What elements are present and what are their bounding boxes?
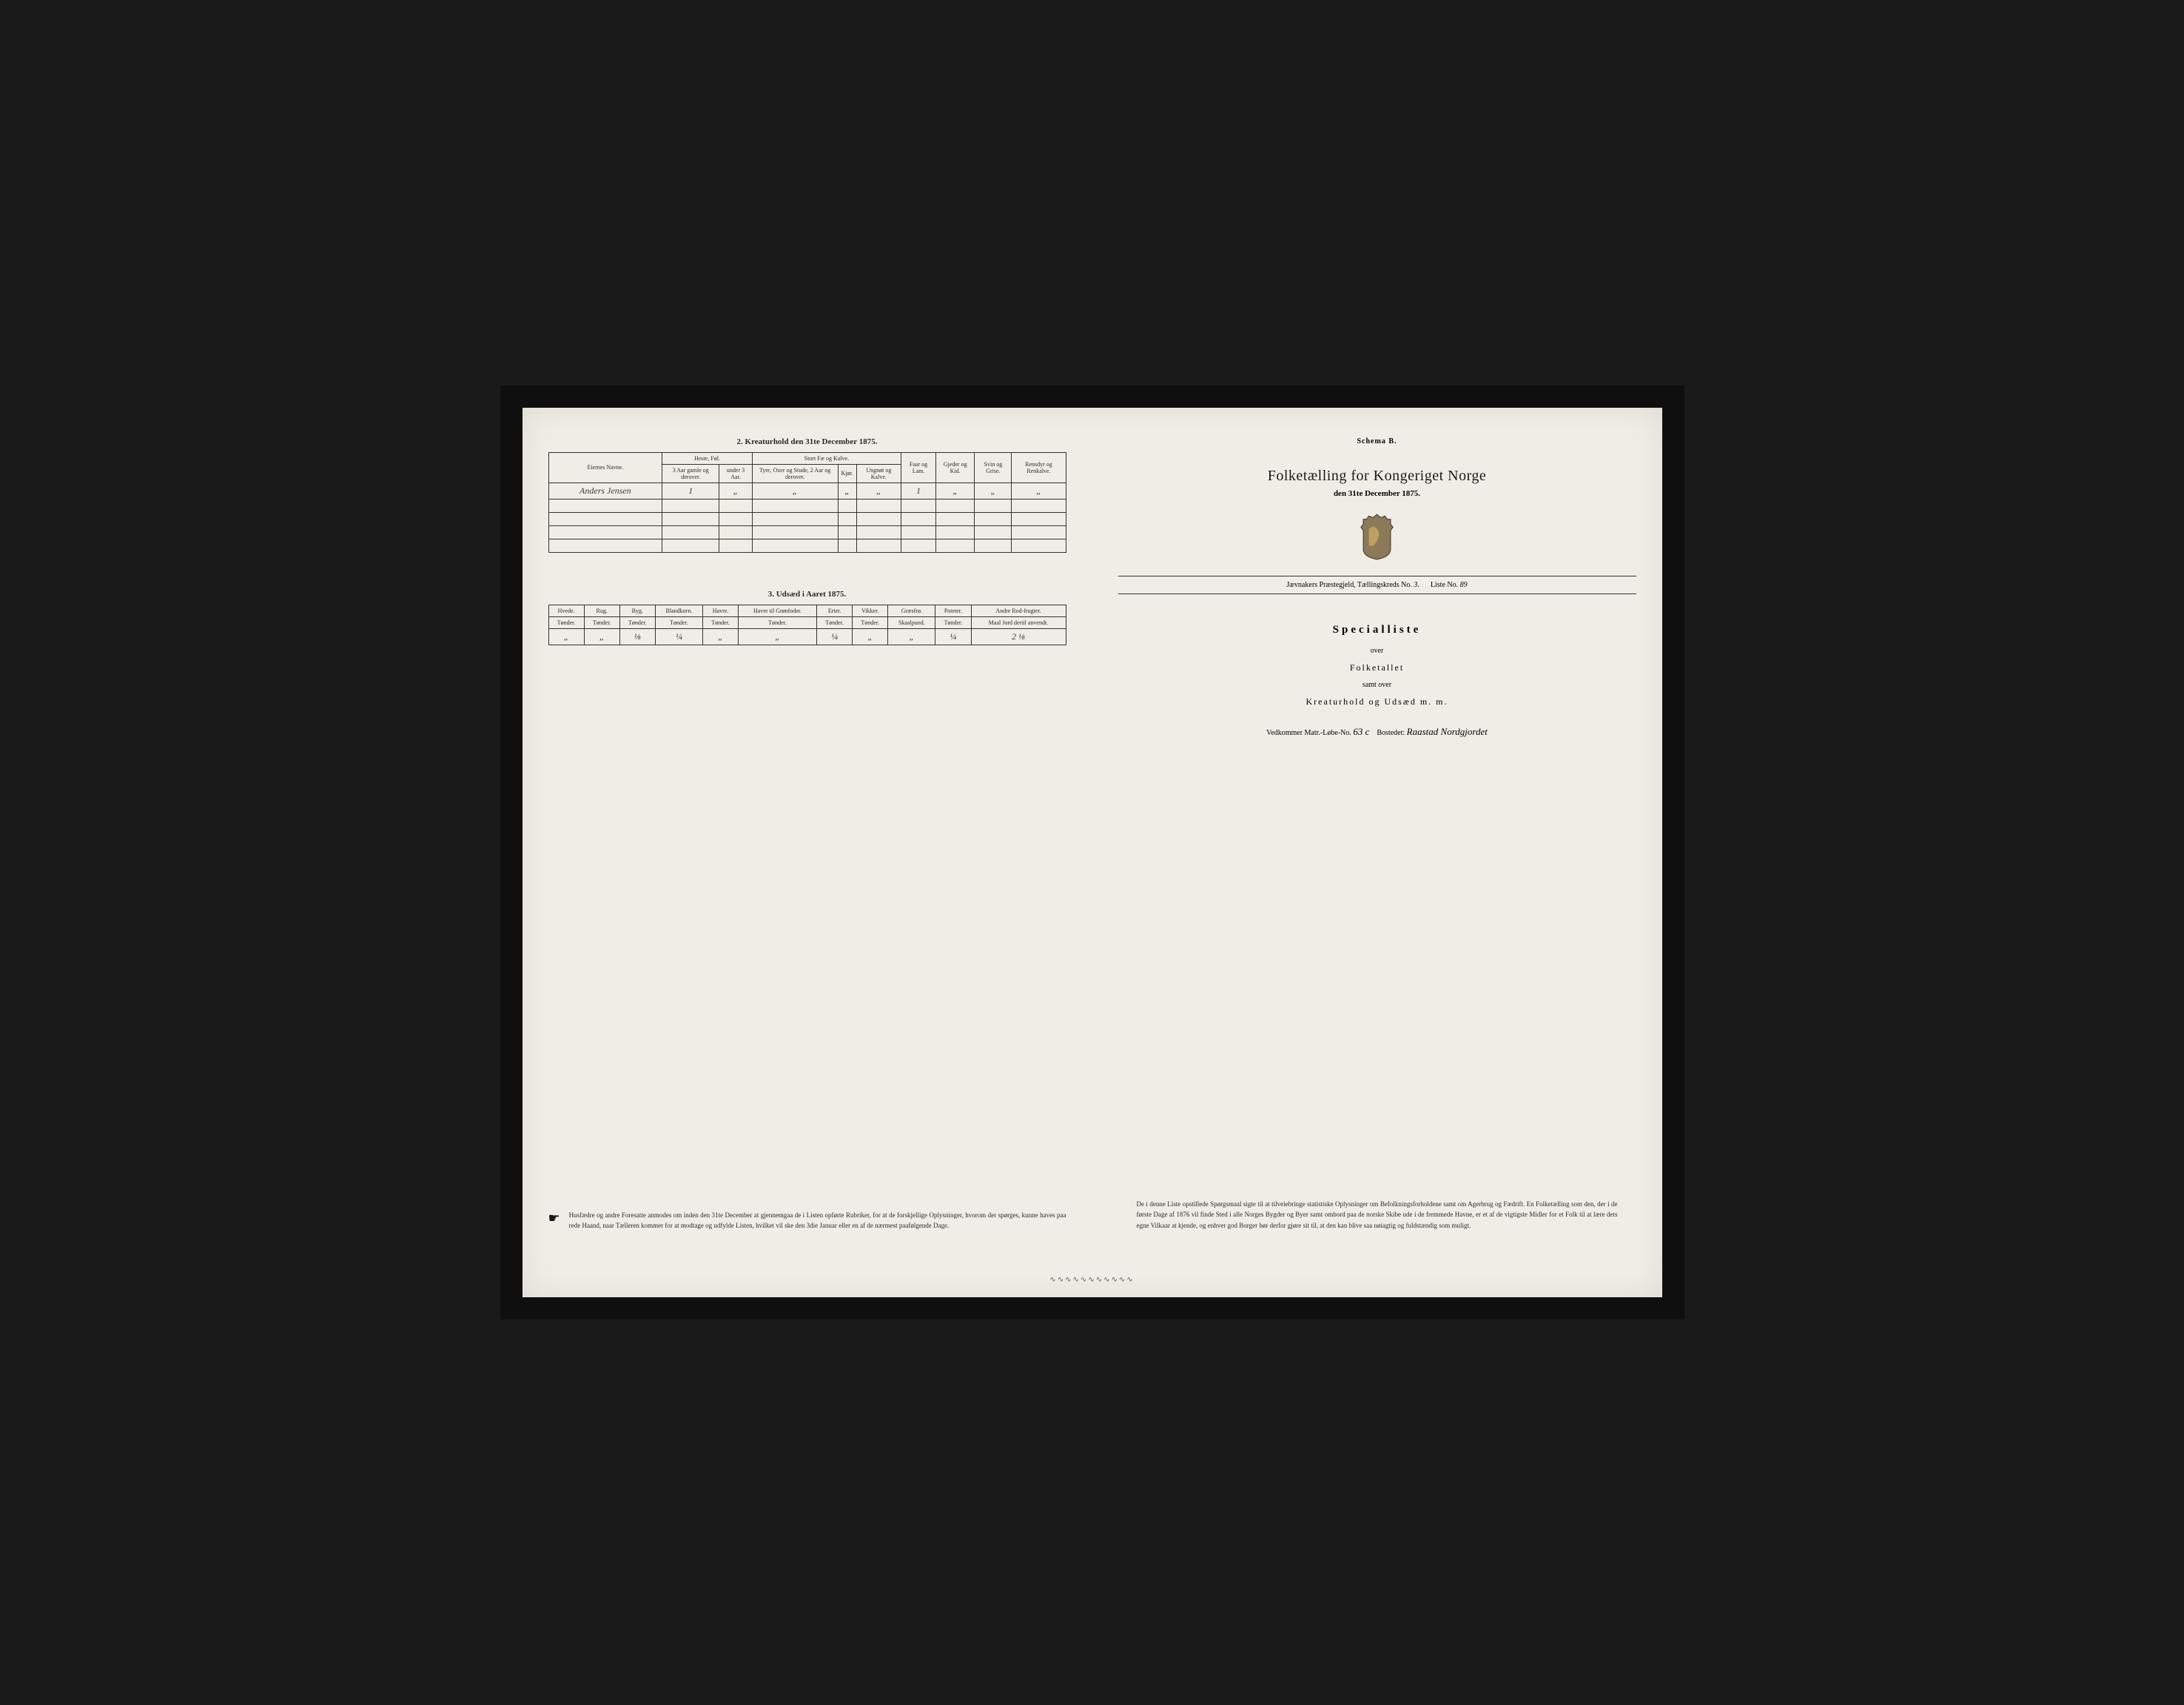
section2-title: 2. Kreaturhold den 31te December 1875. bbox=[548, 437, 1066, 446]
table-row bbox=[548, 512, 1066, 525]
left-footer: ☛ Husfædre og andre Foresatte anmodes om… bbox=[548, 1211, 1066, 1231]
sub: Tønder. bbox=[548, 616, 584, 628]
table-row bbox=[548, 499, 1066, 512]
cell: ¼ bbox=[935, 628, 971, 645]
sub: Tønder. bbox=[935, 616, 971, 628]
table-row bbox=[548, 525, 1066, 539]
col-goats: Gjeder og Kid. bbox=[936, 452, 975, 482]
livestock-table: Eiernes Navne. Heste, Føl. Stort Fæ og K… bbox=[548, 452, 1066, 553]
spec-over1: over bbox=[1118, 647, 1636, 655]
col-cattle: Stort Fæ og Kalve. bbox=[752, 452, 901, 464]
cell: 1 bbox=[662, 482, 719, 499]
right-page: Schema B. Folketælling for Kongeriget No… bbox=[1092, 408, 1662, 1297]
cell: „ bbox=[936, 482, 975, 499]
col-horses-1: 3 Aar gamle og derover. bbox=[662, 464, 719, 482]
specialliste-title: Specialliste bbox=[1118, 624, 1636, 636]
col-pigs: Svin og Grise. bbox=[975, 452, 1012, 482]
liste-value: 89 bbox=[1460, 581, 1468, 589]
census-title: Folketælling for Kongeriget Norge bbox=[1118, 468, 1636, 485]
coat-of-arms-icon bbox=[1357, 513, 1397, 561]
meta-prefix: Jævnakers Præstegjeld, Tællingskreds No. bbox=[1286, 581, 1412, 589]
cell: „ bbox=[739, 628, 817, 645]
kreds-value: 3 bbox=[1414, 581, 1417, 589]
spec-over2: samt over bbox=[1118, 681, 1636, 689]
cell: „ bbox=[548, 628, 584, 645]
sub: Skaalpund. bbox=[888, 616, 935, 628]
col: Havre. bbox=[702, 605, 738, 616]
owner-cell: Anders Jensen bbox=[548, 482, 662, 499]
col-cattle-2: Kjør. bbox=[838, 464, 856, 482]
cell: „ bbox=[1012, 482, 1066, 499]
cell: „ bbox=[752, 482, 838, 499]
cell: „ bbox=[853, 628, 888, 645]
matr-value: 63 c bbox=[1353, 726, 1369, 737]
col-owner: Eiernes Navne. bbox=[548, 452, 662, 482]
matr-label: Vedkommer Matr.-Løbe-No. bbox=[1266, 729, 1351, 737]
liste-label: Liste No. bbox=[1431, 581, 1458, 589]
cell: ¼ bbox=[817, 628, 853, 645]
sub: Tønder. bbox=[655, 616, 702, 628]
col-sheep: Faar og Lam. bbox=[901, 452, 935, 482]
footer-text: Husfædre og andre Foresatte anmodes om i… bbox=[569, 1211, 1066, 1231]
col-reindeer: Rensdyr og Renkalve. bbox=[1012, 452, 1066, 482]
cell: „ bbox=[584, 628, 619, 645]
table-row: Anders Jensen 1 „ „ „ „ 1 „ „ „ bbox=[548, 482, 1066, 499]
sub: Tønder. bbox=[584, 616, 619, 628]
schema-label: Schema B. bbox=[1118, 437, 1636, 445]
col-cattle-1: Tyre, Oxer og Stude, 2 Aar og derover. bbox=[752, 464, 838, 482]
cell: „ bbox=[702, 628, 738, 645]
cell: 1 bbox=[901, 482, 935, 499]
sub: Tønder. bbox=[619, 616, 655, 628]
col-horses-2: under 3 Aar. bbox=[719, 464, 753, 482]
cell: „ bbox=[856, 482, 901, 499]
document-scan: 2. Kreaturhold den 31te December 1875. E… bbox=[523, 408, 1662, 1297]
cell: „ bbox=[838, 482, 856, 499]
cell: „ bbox=[719, 482, 753, 499]
col-horses: Heste, Føl. bbox=[662, 452, 753, 464]
col: Poteter. bbox=[935, 605, 971, 616]
sub: Tønder. bbox=[702, 616, 738, 628]
col: Andre Rod-frugter. bbox=[971, 605, 1066, 616]
scan-frame: 2. Kreaturhold den 31te December 1875. E… bbox=[500, 386, 1684, 1319]
col: Græsfrø. bbox=[888, 605, 935, 616]
bosted-label: Bostedet: bbox=[1377, 729, 1405, 737]
sub: Tønder. bbox=[853, 616, 888, 628]
sub: Maal Jord dertil anvendt. bbox=[971, 616, 1066, 628]
spec-line1: Folketallet bbox=[1118, 662, 1636, 673]
col-cattle-3: Ungnøt og Kalve. bbox=[856, 464, 901, 482]
cell: „ bbox=[888, 628, 935, 645]
pointing-hand-icon: ☛ bbox=[548, 1211, 560, 1231]
right-footer-text: De i denne Liste opstillede Spørgsmaal s… bbox=[1137, 1199, 1618, 1231]
bosted-value: Raastad Nordgjordet bbox=[1407, 726, 1488, 737]
col: Havre til Grønfoder. bbox=[739, 605, 817, 616]
col: Byg. bbox=[619, 605, 655, 616]
sub: Tønder. bbox=[817, 616, 853, 628]
col: Hvede. bbox=[548, 605, 584, 616]
col: Rug. bbox=[584, 605, 619, 616]
cell: 2 ⅛ bbox=[971, 628, 1066, 645]
section3-title: 3. Udsæd i Aaret 1875. bbox=[548, 590, 1066, 599]
spec-line2: Kreaturhold og Udsæd m. m. bbox=[1118, 696, 1636, 707]
left-page: 2. Kreaturhold den 31te December 1875. E… bbox=[523, 408, 1092, 1297]
census-date: den 31te December 1875. bbox=[1118, 489, 1636, 498]
fill-line: Vedkommer Matr.-Løbe-No. 63 c Bostedet: … bbox=[1118, 726, 1636, 738]
seed-table: Hvede. Rug. Byg. Blandkorn. Havre. Havre… bbox=[548, 605, 1066, 645]
col: Erter. bbox=[817, 605, 853, 616]
meta-line: Jævnakers Præstegjeld, Tællingskreds No.… bbox=[1118, 576, 1636, 594]
table-row: „ „ ⅛ ¼ „ „ ¼ „ „ ¼ 2 ⅛ bbox=[548, 628, 1066, 645]
col: Blandkorn. bbox=[655, 605, 702, 616]
sub: Tønder. bbox=[739, 616, 817, 628]
cell: „ bbox=[975, 482, 1012, 499]
binding-mark: ∿∿∿∿∿∿∿∿∿∿∿ bbox=[1049, 1276, 1134, 1284]
cell: ⅛ bbox=[619, 628, 655, 645]
table-row bbox=[548, 539, 1066, 552]
col: Vikker. bbox=[853, 605, 888, 616]
cell: ¼ bbox=[655, 628, 702, 645]
